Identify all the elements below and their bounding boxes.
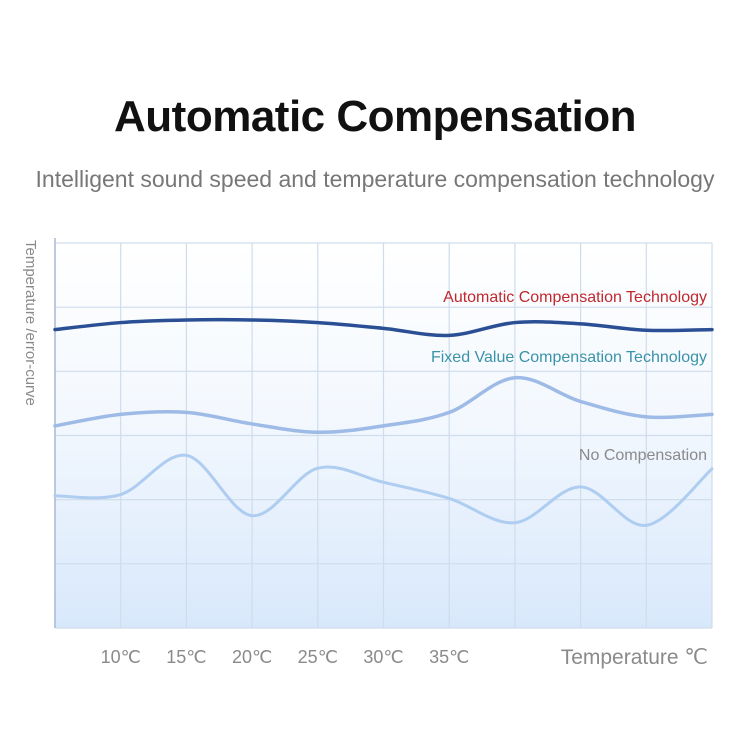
label-fixed-value-compensation: Fixed Value Compensation Technology (431, 349, 707, 366)
page-title: Automatic Compensation (114, 92, 636, 141)
label-automatic-compensation: Automatic Compensation Technology (443, 289, 707, 306)
x-tick-label: 25℃ (298, 647, 338, 667)
series-line-fixed-value (53, 375, 714, 435)
series-line-automatic (53, 317, 714, 338)
series-line-no-compensation (53, 453, 714, 527)
grid (54, 238, 713, 629)
series-labels: Automatic Compensation Technology Fixed V… (431, 289, 707, 464)
x-tick-labels: 10℃ 15℃ 20℃ 25℃ 30℃ 35℃ (101, 647, 470, 667)
x-tick-label: 10℃ (101, 647, 141, 667)
x-tick-label: 30℃ (363, 647, 403, 667)
x-tick-label: 20℃ (232, 647, 272, 667)
page-subtitle: Intelligent sound speed and temperature … (35, 166, 715, 192)
series-lines (53, 317, 714, 527)
x-tick-label: 15℃ (166, 647, 206, 667)
label-no-compensation: No Compensation (579, 447, 707, 464)
x-tick-label: 35℃ (429, 647, 469, 667)
x-axis-label: Temperature ℃ (561, 646, 708, 669)
